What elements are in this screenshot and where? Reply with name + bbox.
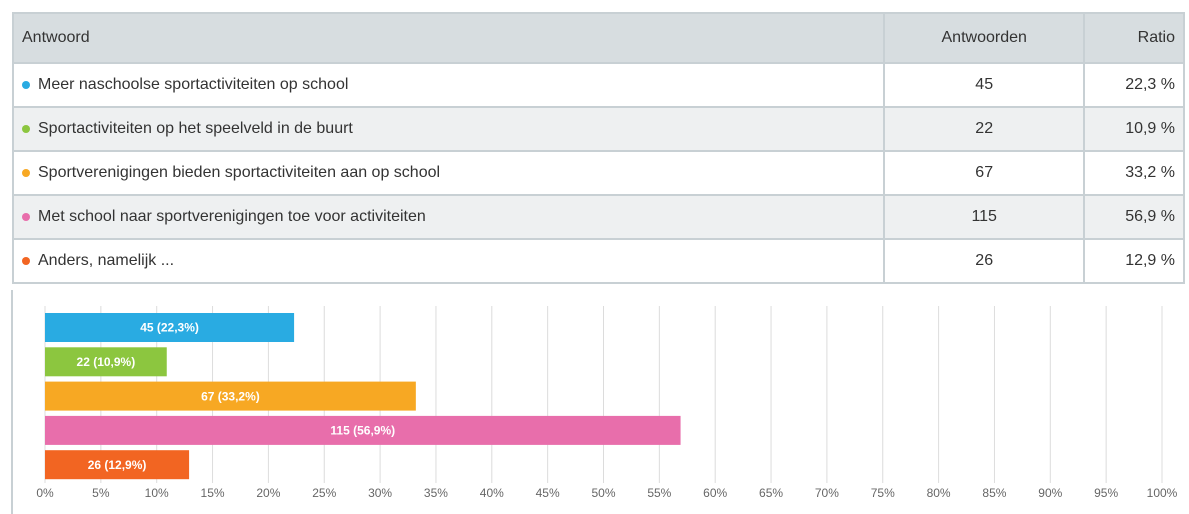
answer-text: Sportactiviteiten op het speelveld in de… bbox=[38, 120, 353, 137]
table-cell: 22 bbox=[883, 106, 1086, 152]
x-tick-label: 60% bbox=[703, 486, 727, 500]
x-tick-label: 65% bbox=[759, 486, 783, 500]
answer-text: Anders, namelijk ... bbox=[38, 252, 175, 269]
table-row: Sportverenigingen bieden sportactiviteit… bbox=[11, 150, 1185, 196]
color-dot bbox=[22, 212, 30, 221]
bar-label: 26 (12,9%) bbox=[88, 458, 147, 472]
header-cell: Ratio bbox=[1083, 12, 1185, 64]
bar-label: 22 (10,9%) bbox=[77, 355, 136, 369]
answer-text: Met school naar sportverenigingen toe vo… bbox=[38, 208, 426, 225]
x-tick-label: 70% bbox=[815, 486, 839, 500]
table-cell: Sportactiviteiten op het speelveld in de… bbox=[11, 106, 886, 152]
x-tick-label: 15% bbox=[201, 486, 225, 500]
x-tick-label: 85% bbox=[982, 486, 1006, 500]
color-dot bbox=[22, 168, 30, 177]
color-dot bbox=[22, 124, 30, 133]
cell-text: 56,9 % bbox=[1125, 208, 1175, 225]
table-cell: 22,3 % bbox=[1083, 62, 1185, 108]
table-row: Meer naschoolse sportactiviteiten op sch… bbox=[11, 62, 1185, 108]
bar-label: 115 (56,9%) bbox=[330, 424, 395, 438]
color-dot bbox=[22, 256, 30, 265]
table-cell: 67 bbox=[883, 150, 1086, 196]
bar bbox=[45, 415, 681, 445]
x-tick-label: 0% bbox=[36, 486, 54, 500]
x-tick-label: 90% bbox=[1038, 486, 1062, 500]
answer-text: Sportverenigingen bieden sportactiviteit… bbox=[38, 164, 441, 181]
header-row: Antwoord Antwoorden Ratio bbox=[11, 12, 1185, 64]
color-dot bbox=[22, 80, 30, 89]
x-tick-label: 45% bbox=[536, 486, 560, 500]
table-cell: 45 bbox=[883, 62, 1086, 108]
table-cell: 12,9 % bbox=[1083, 238, 1185, 284]
table-cell: 56,9 % bbox=[1083, 194, 1185, 240]
x-tick-label: 10% bbox=[145, 486, 169, 500]
table-cell: 26 bbox=[883, 238, 1086, 284]
cell-text: 115 bbox=[971, 208, 997, 225]
cell-text: 45 bbox=[975, 76, 994, 93]
bar-label: 67 (33,2%) bbox=[201, 389, 260, 403]
table-cell: 115 bbox=[883, 194, 1086, 240]
x-tick-label: 20% bbox=[256, 486, 280, 500]
answer-text: Meer naschoolse sportactiviteiten op sch… bbox=[38, 76, 349, 93]
x-tick-label: 40% bbox=[480, 486, 504, 500]
cell-text: 12,9 % bbox=[1125, 252, 1175, 269]
x-tick-label: 80% bbox=[927, 486, 951, 500]
cell-text: 33,2 % bbox=[1125, 164, 1175, 181]
x-tick-label: 50% bbox=[591, 486, 615, 500]
results-table: Antwoord Antwoorden Ratio Meer naschoolse s… bbox=[11, 12, 1185, 284]
header-cell: Antwoorden bbox=[883, 12, 1086, 64]
table-row: Sportactiviteiten op het speelveld in de… bbox=[11, 106, 1185, 152]
x-tick-label: 75% bbox=[871, 486, 895, 500]
table-row: Anders, namelijk ... 26 12,9 % bbox=[11, 238, 1185, 284]
x-tick-label: 95% bbox=[1094, 486, 1118, 500]
cell-text: 26 bbox=[975, 252, 994, 269]
bar bbox=[45, 347, 167, 377]
header-cell: Antwoord bbox=[11, 12, 886, 64]
table-cell: Met school naar sportverenigingen toe vo… bbox=[11, 194, 886, 240]
x-tick-label: 30% bbox=[368, 486, 392, 500]
table-cell: Meer naschoolse sportactiviteiten op sch… bbox=[11, 62, 886, 108]
table-cell: 10,9 % bbox=[1083, 106, 1185, 152]
table-cell: Sportverenigingen bieden sportactiviteit… bbox=[11, 150, 886, 196]
x-tick-label: 35% bbox=[424, 486, 448, 500]
table-cell: Anders, namelijk ... bbox=[11, 238, 886, 284]
bar bbox=[45, 381, 416, 411]
table-row: Met school naar sportverenigingen toe vo… bbox=[11, 194, 1185, 240]
x-tick-label: 5% bbox=[92, 486, 110, 500]
table-cell: 33,2 % bbox=[1083, 150, 1185, 196]
cell-text: 22 bbox=[975, 120, 994, 137]
bar bbox=[45, 313, 295, 342]
cell-text: 67 bbox=[975, 164, 994, 181]
cell-text: 22,3 % bbox=[1125, 76, 1175, 93]
bar bbox=[45, 450, 190, 480]
cell-text: 10,9 % bbox=[1125, 120, 1175, 137]
x-tick-label: 25% bbox=[312, 486, 336, 500]
x-tick-label: 100% bbox=[1147, 486, 1178, 500]
x-tick-label: 55% bbox=[647, 486, 671, 500]
bar-label: 45 (22,3%) bbox=[140, 321, 199, 335]
